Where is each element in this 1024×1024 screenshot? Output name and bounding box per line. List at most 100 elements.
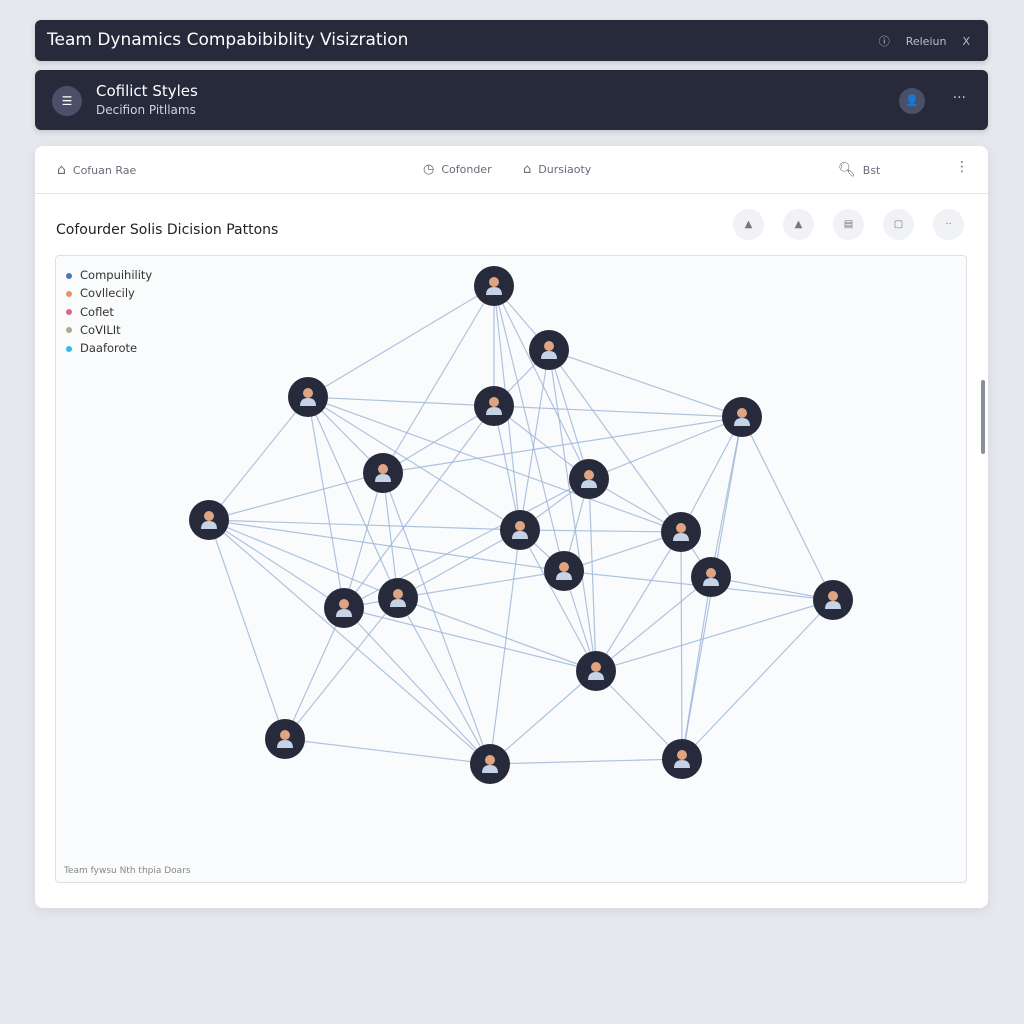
network-node[interactable] (474, 266, 514, 306)
network-edge (343, 472, 384, 609)
network-edge (382, 472, 399, 599)
network-node[interactable] (544, 551, 584, 591)
nav-bar: ⌂ Cofuan Rae ◷ Cofonder ⌂ Dursiaoty 🔍︎ B… (35, 146, 988, 194)
network-edge (741, 416, 834, 601)
network-edge (493, 405, 743, 418)
legend-dot (66, 309, 72, 316)
user-avatar-icon[interactable]: 👤 (899, 88, 925, 114)
network-node[interactable] (661, 512, 701, 552)
network-edge (397, 529, 521, 599)
network-edge (595, 576, 712, 672)
network-edge (489, 758, 683, 765)
canvas-footer: Team fywsu Nth thpia Doars (64, 866, 191, 876)
user-tool-icon[interactable]: ▲ (733, 209, 764, 240)
search-icon: 🔍︎ (838, 162, 856, 178)
search-button[interactable]: 🔍︎ Bst (838, 162, 881, 178)
network-edge (208, 519, 399, 599)
document-tool-icon[interactable]: ▤ (833, 209, 864, 240)
network-edge (489, 529, 521, 765)
network-edge (208, 472, 384, 521)
nav-diversity[interactable]: ⌂ Dursiaoty (523, 162, 592, 177)
release-button[interactable]: Releiun (905, 34, 947, 48)
network-edge (397, 570, 565, 599)
more-tool-icon[interactable]: ·· (933, 209, 964, 240)
network-edge (307, 396, 495, 407)
network-edge (343, 607, 491, 765)
network-edge (382, 405, 495, 474)
network-edge (588, 416, 743, 480)
network-node[interactable] (529, 330, 569, 370)
legend: Compuihility Covllecily Coflet CoVILIt Daafo… (66, 266, 152, 357)
network-edge (208, 519, 521, 531)
network-graph (189, 266, 853, 784)
network-edge (382, 472, 491, 765)
legend-label: Compuihility (80, 268, 153, 282)
network-edge (307, 285, 495, 398)
network-edge (548, 349, 743, 418)
network-edge (208, 519, 491, 765)
more-icon[interactable]: ··· (952, 90, 966, 106)
legend-item: Daaforote (66, 339, 152, 357)
network-edge (548, 349, 597, 672)
legend-dot (66, 272, 72, 279)
network-edge (382, 285, 495, 474)
network-edge (595, 531, 682, 672)
network-node[interactable] (662, 739, 702, 779)
info-icon[interactable]: ⓘ (878, 35, 890, 48)
network-edge (397, 597, 597, 672)
network-node[interactable] (363, 453, 403, 493)
network-edge (307, 396, 521, 531)
network-edge (493, 285, 590, 480)
network-node[interactable] (470, 744, 510, 784)
card-title: Cofourder Solis Dicision Pattons (56, 222, 279, 238)
network-edge (595, 599, 834, 672)
network-edge (284, 738, 491, 765)
network-node[interactable] (474, 386, 514, 426)
network-node[interactable] (576, 651, 616, 691)
user-tool-icon[interactable]: ▲ (783, 209, 814, 240)
network-node[interactable] (324, 588, 364, 628)
legend-item: Covllecily (66, 284, 152, 302)
legend-dot (66, 290, 72, 297)
legend-dot (66, 345, 72, 352)
network-edge (595, 670, 683, 760)
network-node[interactable] (288, 377, 328, 417)
network-edge (284, 607, 345, 740)
network-edge (307, 396, 682, 533)
network-edge (489, 670, 597, 765)
network-canvas[interactable]: Compuihility Covllecily Coflet CoVILIt Daafo… (55, 255, 967, 883)
network-edge (343, 607, 597, 672)
scrollbar[interactable] (981, 380, 985, 454)
home-icon: ⌂ (57, 162, 66, 178)
close-icon[interactable]: X (962, 34, 970, 48)
network-edge (208, 519, 286, 740)
legend-item: Compuihility (66, 266, 152, 284)
network-node[interactable] (691, 557, 731, 597)
toolbar: ▲ ▲ ▤ ▢ ·· (733, 209, 964, 240)
menu-icon[interactable]: ☰ (52, 86, 82, 116)
network-edge (493, 285, 565, 572)
network-node[interactable] (265, 719, 305, 759)
legend-dot (66, 327, 72, 334)
network-edge (343, 405, 495, 609)
network-node[interactable] (569, 459, 609, 499)
main-card: ⌂ Cofuan Rae ◷ Cofonder ⌂ Dursiaoty 🔍︎ B… (35, 146, 988, 908)
network-edge (548, 349, 682, 533)
nav-cofounder[interactable]: ◷ Cofonder (423, 162, 492, 177)
network-edge (208, 519, 565, 572)
network-edge (208, 396, 309, 521)
more-vertical-icon[interactable]: ⋮ (955, 159, 969, 175)
network-edge (382, 416, 743, 474)
network-node[interactable] (500, 510, 540, 550)
network-edge (681, 599, 834, 760)
network-edge (681, 576, 712, 760)
network-node[interactable] (189, 500, 229, 540)
network-edge (208, 519, 345, 609)
square-tool-icon[interactable]: ▢ (883, 209, 914, 240)
network-node[interactable] (378, 578, 418, 618)
network-edge (519, 529, 597, 672)
nav-home[interactable]: ⌂ Cofuan Rae (57, 162, 137, 178)
network-edge (588, 478, 597, 672)
network-node[interactable] (813, 580, 853, 620)
network-node[interactable] (722, 397, 762, 437)
